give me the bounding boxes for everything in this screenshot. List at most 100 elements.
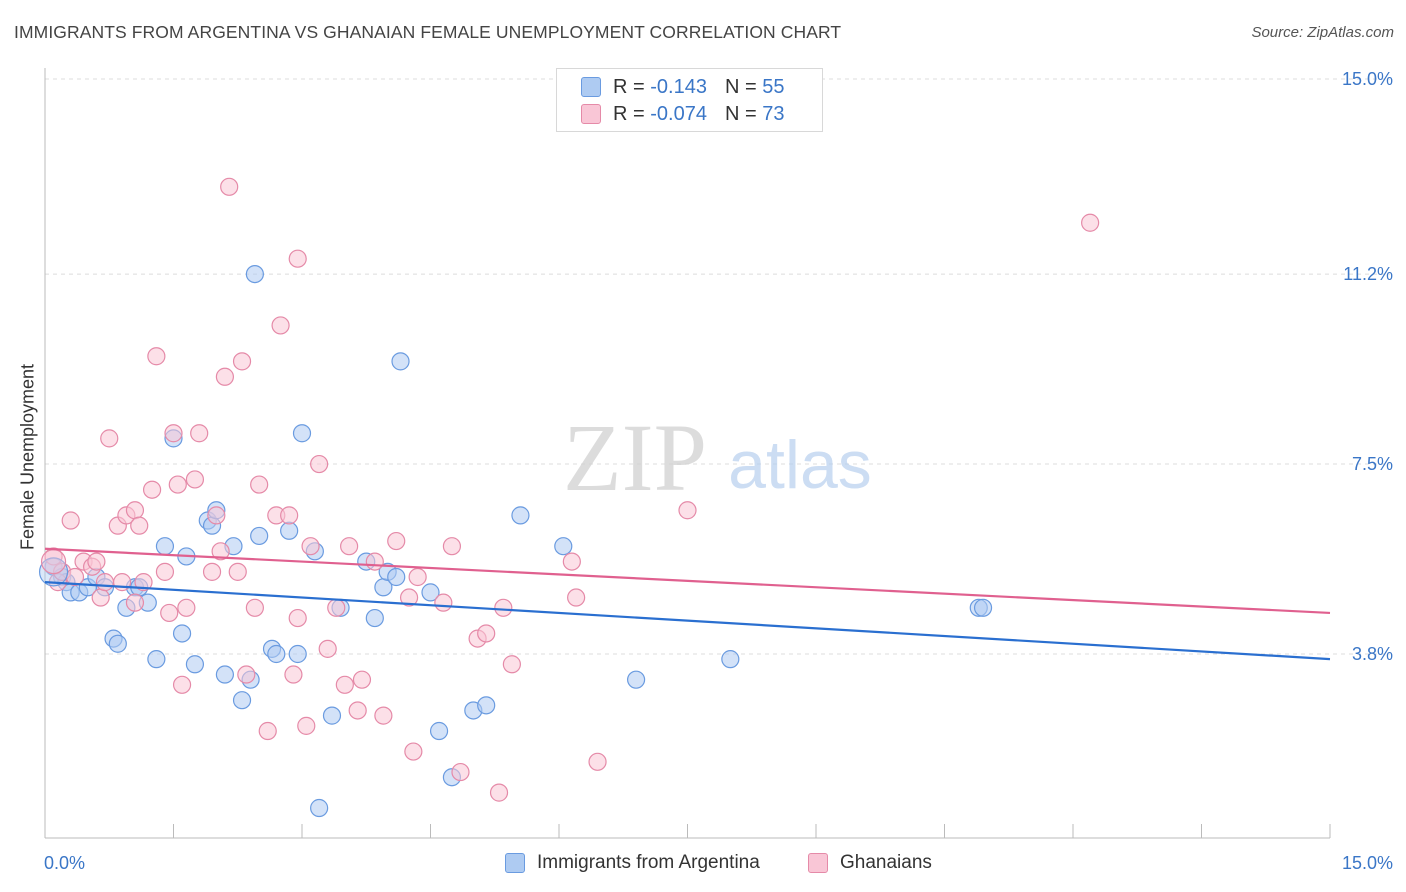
ghanaians-point [147, 347, 166, 366]
ghanaians-point [168, 475, 187, 494]
ghanaians-point [44, 547, 63, 566]
argentina-point [147, 650, 166, 669]
ghanaians-point [91, 588, 110, 607]
ghanaians-point [494, 598, 513, 617]
ghanaians-point [87, 552, 106, 571]
legend-n-label: N = [724, 102, 757, 125]
ghanaians-point [562, 552, 581, 571]
argentina-point [391, 352, 410, 371]
argentina-point [288, 644, 307, 664]
argentina-point [38, 557, 69, 587]
ghanaians-point [134, 573, 153, 592]
ghanaians-point [250, 475, 269, 494]
ghanaians-point [100, 429, 119, 448]
argentina-point [245, 264, 264, 284]
ghanaians-point [258, 721, 277, 741]
ghanaians-point [301, 537, 320, 556]
ghanaians-point [348, 701, 367, 720]
argentina-point [185, 655, 205, 674]
ghanaians-point [207, 506, 226, 525]
ghanaians-point [399, 588, 419, 607]
legend-n-value: 73 [762, 102, 785, 125]
argentina-point [387, 567, 406, 587]
legend-r-value: -0.143 [650, 75, 707, 98]
ghanaians-trend-line [44, 547, 1331, 615]
legend-swatch-ghanaians [581, 104, 601, 124]
correlation-legend: R = -0.143 N = 55 R = -0.074 N = 73 [556, 68, 823, 132]
ghanaians-point [288, 249, 307, 268]
legend-n-value: 55 [762, 75, 785, 98]
watermark: ZIP atlas [563, 404, 872, 511]
y-tick-label: 11.2% [1343, 264, 1393, 284]
ghanaians-point [185, 470, 205, 489]
series-legend-argentina[interactable]: Immigrants from Argentina [505, 852, 760, 874]
argentina-point [280, 521, 299, 540]
series-label-argentina: Immigrants from Argentina [537, 852, 760, 873]
ghanaians-point [387, 531, 406, 551]
legend-row-argentina: R = -0.143 N = 55 [581, 74, 784, 100]
ghanaians-point [228, 562, 247, 581]
ghanaians-point [245, 598, 264, 617]
series-legend-ghanaians[interactable]: Ghanaians [808, 852, 932, 874]
argentina-point [155, 537, 175, 556]
argentina-point [172, 624, 192, 643]
chart-title: IMMIGRANTS FROM ARGENTINA VS GHANAIAN FE… [14, 22, 842, 42]
ghanaians-point [310, 454, 329, 474]
ghanaians-point [237, 665, 256, 684]
legend-r-value: -0.074 [650, 102, 707, 125]
ghanaians-point [160, 603, 179, 623]
argentina-point [477, 696, 496, 715]
ghanaians-point [678, 501, 697, 520]
legend-row-ghanaians: R = -0.074 N = 73 [581, 101, 784, 127]
y-tick-label: 7.5% [1352, 454, 1393, 474]
ghanaians-point [451, 762, 470, 782]
x-tick-label: 15.0% [1342, 853, 1393, 873]
axes [44, 68, 1331, 839]
ghanaians-point [1081, 213, 1100, 232]
legend-r-label: R = [613, 102, 645, 125]
ghanaians-point [434, 593, 453, 612]
ghanaians-point [164, 424, 183, 443]
ghanaians-point [352, 670, 372, 689]
argentina-point [429, 721, 449, 741]
ghanaians-point [232, 352, 252, 371]
argentina-point [721, 650, 740, 669]
y-tick-label: 15.0% [1342, 69, 1393, 89]
argentina-trend-line [44, 581, 1331, 661]
ghanaians-point [288, 608, 307, 628]
ghanaians-point [408, 567, 427, 587]
argentina-point [365, 608, 384, 628]
ghanaians-point [177, 598, 196, 617]
ghanaians-point [61, 511, 80, 530]
argentina-point [511, 506, 530, 525]
tick-labels: 3.8% 7.5% 11.2% 15.0% 0.0% 15.0% [44, 69, 1393, 873]
x-tick-label: 0.0% [44, 853, 85, 873]
watermark-atlas: atlas [728, 427, 872, 503]
ghanaians-point [477, 624, 496, 643]
ghanaians-point [125, 593, 145, 612]
argentina-point [626, 670, 646, 689]
ghanaians-point [340, 537, 359, 556]
ghanaians-point [318, 639, 337, 658]
trend-lines [44, 547, 1331, 661]
ghanaians-point [215, 367, 234, 386]
argentina-point [232, 691, 252, 710]
ghanaians-point [588, 752, 607, 771]
y-axis-label: Female Unemployment [17, 363, 38, 551]
argentina-point [215, 665, 234, 684]
argentina-point [554, 537, 573, 556]
ghanaians-point [297, 716, 316, 735]
ghanaians-point [335, 675, 354, 694]
ghanaians-point [220, 177, 239, 196]
argentina-point [322, 706, 342, 725]
ghanaians-point [190, 424, 209, 443]
ghanaians-point [404, 742, 423, 761]
ghanaians-point [327, 598, 346, 617]
ghanaians-point [211, 542, 230, 561]
ghanaians-point [284, 665, 303, 684]
ghanaians-point [280, 506, 299, 525]
ghanaians-point [95, 573, 115, 592]
argentina-point [973, 598, 993, 617]
ghanaians-point [567, 588, 586, 607]
